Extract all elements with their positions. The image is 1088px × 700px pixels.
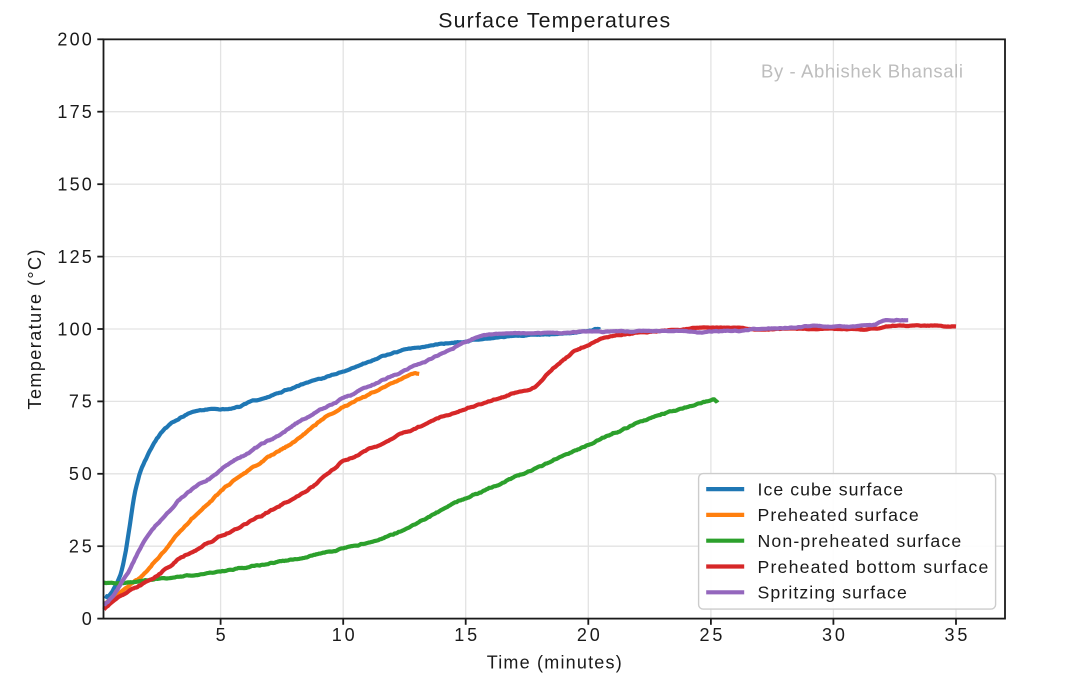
svg-text:Surface Temperatures: Surface Temperatures	[438, 9, 670, 33]
svg-text:100: 100	[57, 319, 91, 339]
svg-text:By - Abhishek Bhansali: By - Abhishek Bhansali	[761, 60, 963, 81]
svg-text:Preheated surface: Preheated surface	[758, 505, 919, 525]
svg-text:0: 0	[82, 609, 92, 629]
svg-text:Spritzing surface: Spritzing surface	[758, 583, 907, 603]
svg-text:Time (minutes): Time (minutes)	[487, 652, 622, 672]
svg-text:Temperature (°C): Temperature (°C)	[25, 250, 45, 410]
svg-text:5: 5	[216, 625, 226, 645]
svg-text:Non-preheated surface: Non-preheated surface	[758, 531, 962, 551]
svg-text:200: 200	[57, 30, 91, 50]
svg-text:175: 175	[57, 102, 91, 122]
svg-text:Preheated bottom surface: Preheated bottom surface	[758, 557, 989, 577]
svg-text:150: 150	[57, 175, 91, 195]
svg-text:125: 125	[57, 247, 91, 267]
svg-text:Ice cube surface: Ice cube surface	[758, 480, 904, 500]
